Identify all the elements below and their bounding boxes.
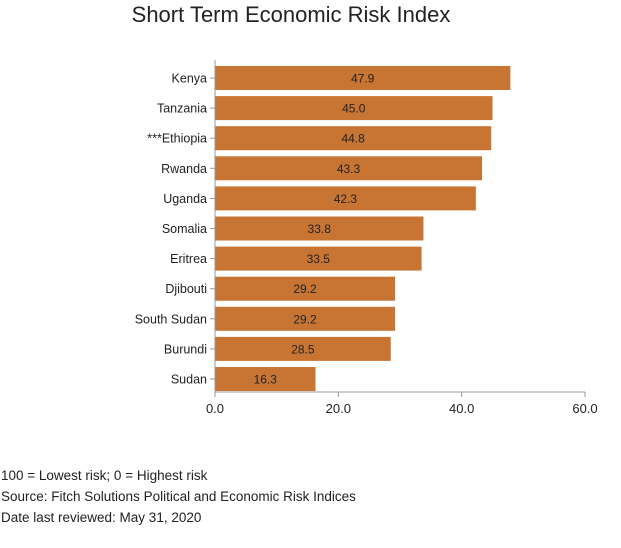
category-label: Uganda [163,192,207,206]
bar [215,66,511,90]
x-axis: 0.0 20.0 40.0 60.0 [206,391,598,416]
bar [215,96,493,121]
scale-note: 100 = Lowest risk; 0 = Highest risk [1,468,208,483]
value-label: 43.3 [337,162,361,176]
category-label: Sudan [171,373,207,387]
review-date: Date last reviewed: May 31, 2020 [1,510,202,525]
category-label: Rwanda [161,162,207,176]
bar [215,336,391,361]
bar [215,367,316,391]
category-label: Djibouti [165,282,207,296]
x-tick-label: 60.0 [572,401,597,416]
source-note: Source: Fitch Solutions Political and Ec… [1,489,356,504]
chart-title: Short Term Economic Risk Index [131,2,451,27]
category-label: Somalia [162,222,207,236]
category-label: Eritrea [170,252,207,266]
value-label: 44.8 [341,132,365,146]
value-labels-group: 47.9 45.0 44.8 43.3 42.3 33.8 33.5 29.2 29.2 28.5… [254,72,375,387]
footnotes: 100 = Lowest risk; 0 = Highest risk Sour… [1,465,356,528]
bar [215,126,492,151]
bar [215,246,422,271]
x-tick-label: 0.0 [206,401,224,416]
value-label: 33.5 [307,252,331,266]
value-label: 45.0 [342,102,366,116]
category-label: ***Ethiopia [147,132,207,146]
value-label: 29.2 [293,282,317,296]
bar [215,306,396,331]
bar [215,186,476,211]
category-label: Kenya [172,72,207,86]
value-label: 28.5 [291,342,315,356]
value-label: 33.8 [308,222,332,236]
category-label: Burundi [164,342,207,356]
value-label: 47.9 [351,72,375,86]
category-label: Tanzania [157,102,207,116]
x-tick-label: 20.0 [326,401,351,416]
bar-chart: Kenya Tanzania ***Ethiopia Rwanda Uganda Soma… [135,60,598,416]
bars-group [215,66,511,391]
category-labels-group: Kenya Tanzania ***Ethiopia Rwanda Uganda Soma… [135,72,215,387]
bar [215,276,396,301]
x-tick-label: 40.0 [449,401,474,416]
bar [215,216,424,241]
value-label: 16.3 [254,373,278,387]
bar [215,156,483,181]
value-label: 42.3 [334,192,358,206]
value-label: 29.2 [293,312,317,326]
category-label: South Sudan [135,312,207,326]
